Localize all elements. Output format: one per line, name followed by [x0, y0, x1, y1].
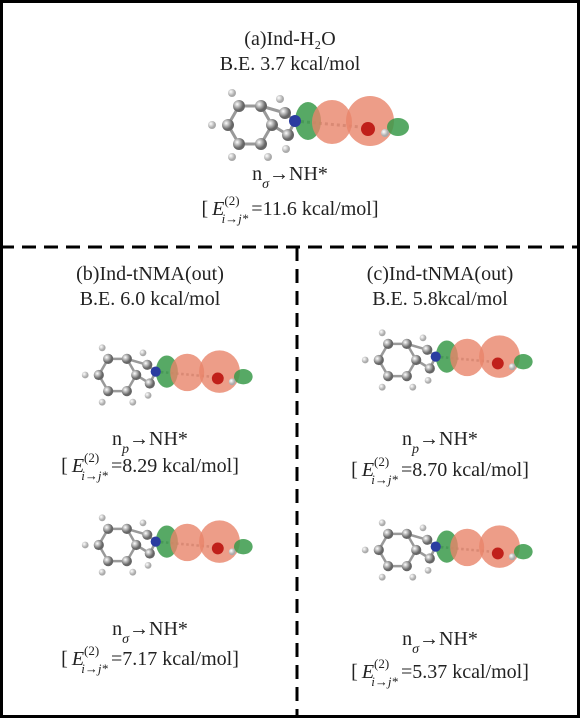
superscript: (2) — [374, 454, 389, 469]
orbital-label: nσ→NH* — [252, 163, 328, 192]
bracket: [ — [351, 459, 358, 481]
transition: →NH* — [129, 618, 188, 640]
binding-energy: B.E. 6.0 kcal/mol — [80, 288, 221, 310]
superscript: (2) — [84, 450, 99, 465]
subscript: i→j* — [371, 472, 398, 487]
subscript: i→j* — [222, 211, 249, 226]
binding-energy: B.E. 3.7 kcal/mol — [220, 53, 361, 75]
energy-value: =7.17 kcal/mol] — [111, 648, 239, 670]
molecule — [362, 519, 533, 580]
superscript: (2) — [84, 643, 99, 658]
orbital: n — [402, 628, 412, 650]
molecule — [362, 329, 533, 390]
molecule — [208, 89, 409, 161]
energy-label: [E(2)i→j*=8.29 kcal/mol] — [61, 450, 239, 483]
orbital-sub: p — [411, 442, 419, 457]
orbital-label: np→NH* — [402, 428, 478, 457]
panel-title: (b)Ind-tNMA(out) — [76, 263, 224, 285]
bracket: [ — [351, 661, 358, 683]
molecule — [82, 514, 253, 575]
orbital-label: np→NH* — [112, 428, 188, 457]
bracket: [ — [61, 648, 68, 670]
transition: →NH* — [419, 628, 478, 650]
orbital-label: nσ→NH* — [112, 618, 188, 647]
bracket: [ — [61, 455, 68, 477]
energy-value: =5.37 kcal/mol] — [401, 661, 529, 683]
orbital-label: nσ→NH* — [402, 628, 478, 657]
energy-label: [E(2)i→j*=5.37 kcal/mol] — [351, 656, 529, 689]
energy-value: =8.29 kcal/mol] — [111, 455, 239, 477]
subscript: i→j* — [81, 661, 108, 676]
subscript: i→j* — [81, 468, 108, 483]
panel-title: (c)Ind-tNMA(out) — [367, 263, 514, 285]
orbital: n — [252, 163, 262, 185]
panel-title: (a)Ind-H₂O — [244, 28, 335, 50]
superscript: (2) — [374, 656, 389, 671]
superscript: (2) — [224, 193, 239, 208]
energy-label: [E(2)i→j*=7.17 kcal/mol] — [61, 643, 239, 676]
figure: (a)Ind-H₂OB.E. 3.7 kcal/molnσ→NH*[E(2)i→… — [0, 0, 580, 718]
transition: →NH* — [419, 428, 478, 450]
energy-value: =11.6 kcal/mol] — [251, 198, 378, 220]
energy-value: =8.70 kcal/mol] — [401, 459, 529, 481]
transition: →NH* — [129, 428, 188, 450]
orbital: n — [402, 428, 412, 450]
energy-label: [E(2)i→j*=11.6 kcal/mol] — [202, 193, 379, 226]
orbital: n — [112, 618, 122, 640]
binding-energy: B.E. 5.8kcal/mol — [372, 288, 508, 310]
orbital: n — [112, 428, 122, 450]
subscript: i→j* — [371, 674, 398, 689]
molecule — [82, 344, 253, 405]
transition: →NH* — [269, 163, 328, 185]
energy-label: [E(2)i→j*=8.70 kcal/mol] — [351, 454, 529, 487]
bracket: [ — [202, 198, 209, 220]
